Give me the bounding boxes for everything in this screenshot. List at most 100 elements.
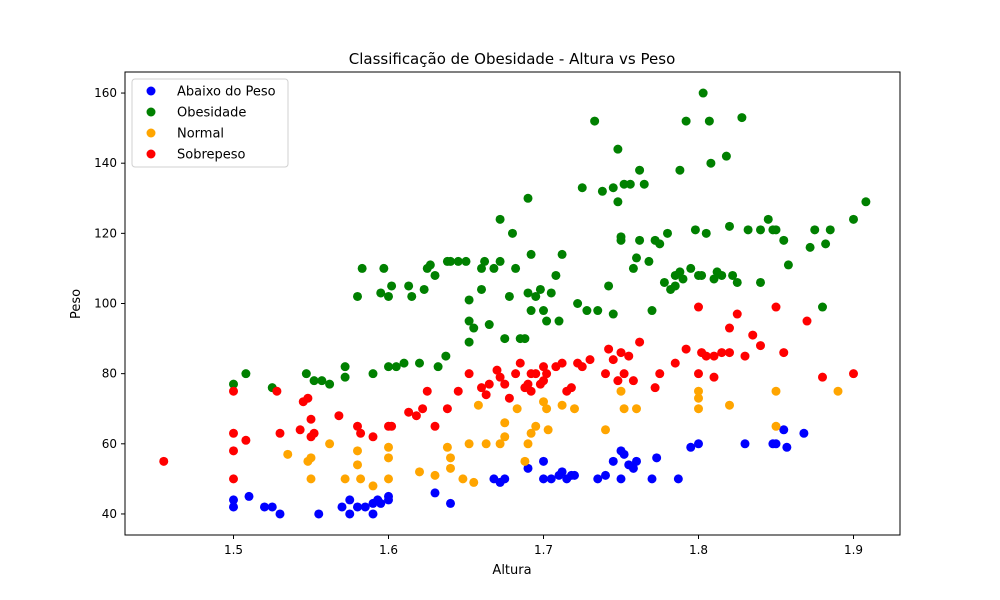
data-point — [464, 337, 474, 347]
data-point — [453, 256, 463, 266]
data-point — [694, 386, 703, 396]
data-point — [384, 442, 393, 452]
data-point — [368, 481, 378, 491]
data-point — [368, 509, 378, 519]
data-point — [353, 446, 362, 456]
data-point — [446, 463, 455, 473]
data-point — [771, 439, 781, 449]
data-point — [624, 351, 634, 361]
data-point — [495, 214, 505, 224]
data-point — [725, 323, 734, 333]
data-point — [526, 386, 536, 396]
series-1 — [229, 88, 871, 393]
x-tick-label: 1.9 — [844, 543, 863, 557]
data-point — [368, 432, 378, 442]
data-point — [546, 288, 556, 298]
data-point — [771, 302, 781, 312]
data-point — [686, 263, 696, 273]
legend-label: Normal — [177, 127, 224, 142]
data-point — [283, 449, 293, 459]
data-point — [272, 386, 282, 396]
data-point — [425, 260, 435, 270]
series-0 — [229, 425, 809, 519]
data-point — [582, 306, 592, 316]
data-point — [570, 404, 579, 414]
data-points — [159, 88, 871, 519]
data-point — [446, 256, 455, 266]
data-point — [632, 456, 641, 466]
data-point — [523, 193, 533, 203]
x-tick-label: 1.5 — [224, 543, 243, 557]
data-point — [542, 404, 552, 414]
data-point — [340, 362, 350, 372]
data-point — [275, 509, 285, 519]
data-point — [356, 474, 366, 484]
data-point — [508, 228, 517, 238]
data-point — [430, 421, 440, 431]
legend-box — [131, 78, 289, 168]
legend-marker — [146, 149, 156, 159]
data-point — [357, 263, 367, 273]
data-point — [481, 390, 491, 400]
data-point — [384, 362, 393, 372]
data-point — [613, 376, 623, 386]
data-point — [303, 393, 313, 403]
data-point — [376, 498, 386, 508]
legend-label: Sobrepeso — [177, 148, 246, 163]
data-point — [379, 263, 389, 273]
data-point — [771, 386, 781, 396]
series-3 — [159, 302, 858, 484]
data-point — [779, 348, 789, 358]
data-point — [433, 362, 443, 372]
legend-marker — [146, 107, 156, 117]
data-point — [430, 488, 440, 498]
data-point — [430, 470, 440, 480]
data-point — [399, 358, 409, 368]
data-point — [295, 425, 305, 435]
data-point — [650, 383, 660, 393]
data-point — [783, 260, 793, 270]
data-point — [495, 439, 505, 449]
data-point — [387, 421, 397, 431]
legend-marker — [146, 128, 156, 138]
data-point — [244, 491, 254, 501]
data-point — [353, 291, 362, 301]
data-point — [539, 362, 548, 372]
data-point — [309, 428, 319, 438]
data-point — [515, 358, 525, 368]
data-point — [419, 284, 429, 294]
data-point — [756, 277, 765, 287]
data-point — [551, 270, 561, 280]
legend-label: Abaixo do Peso — [177, 85, 276, 100]
data-point — [464, 295, 474, 305]
data-point — [771, 421, 781, 431]
data-point — [484, 320, 494, 330]
data-point — [725, 400, 734, 410]
data-point — [557, 467, 567, 477]
data-point — [756, 341, 765, 351]
data-point — [849, 214, 858, 224]
data-point — [821, 239, 831, 249]
data-point — [721, 151, 731, 161]
data-point — [601, 470, 610, 480]
data-point — [613, 144, 623, 154]
data-point — [520, 334, 530, 344]
y-axis-label: Peso — [69, 289, 84, 319]
data-point — [500, 379, 510, 389]
data-point — [500, 474, 510, 484]
data-point — [539, 456, 548, 466]
data-point — [229, 495, 238, 505]
data-point — [484, 379, 494, 389]
data-point — [446, 453, 455, 463]
data-point — [740, 351, 750, 361]
data-point — [597, 186, 607, 196]
data-point — [500, 334, 510, 344]
data-point — [554, 316, 564, 326]
data-point — [504, 393, 514, 403]
data-point — [628, 376, 638, 386]
data-point — [539, 376, 548, 386]
data-point — [159, 456, 169, 466]
data-point — [229, 379, 238, 389]
data-point — [353, 460, 362, 470]
x-axis-ticks: 1.5 1.6 1.7 1.8 1.9 — [224, 535, 863, 557]
